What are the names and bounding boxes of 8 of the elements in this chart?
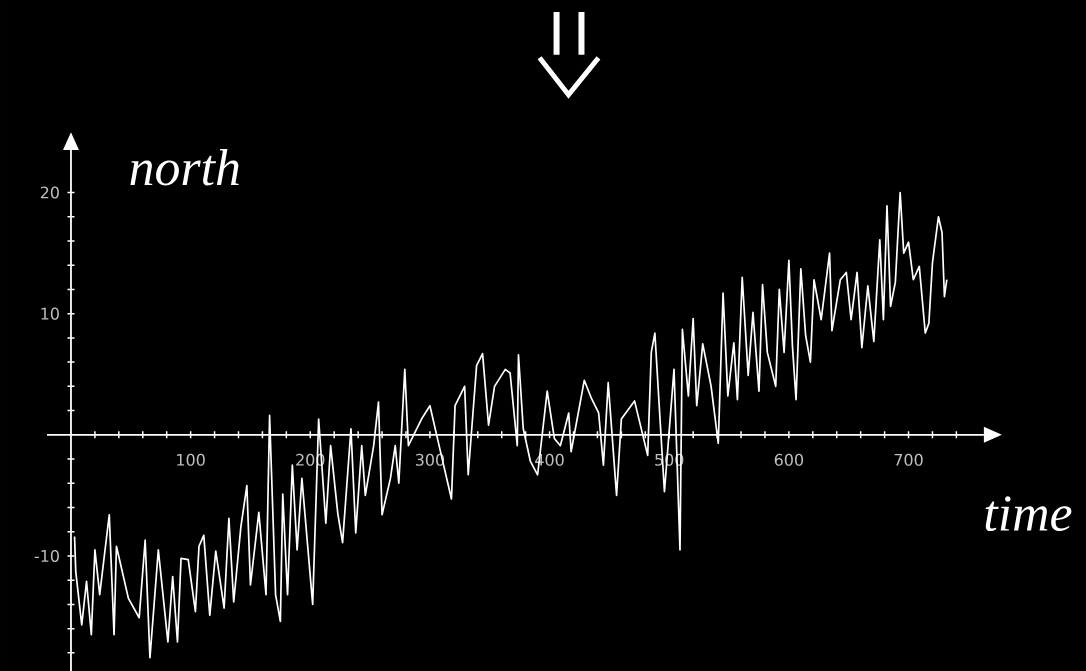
y-tick-label: -10	[34, 549, 59, 562]
y-axis-title: north	[130, 149, 239, 186]
x-tick-label: 100	[177, 453, 205, 466]
x-tick-label: 700	[894, 453, 923, 466]
x-tick-label: 600	[774, 453, 804, 466]
x-axis-title: time	[985, 496, 1072, 532]
y-tick-label: 20	[40, 186, 59, 199]
y-tick-label: 10	[41, 307, 59, 320]
